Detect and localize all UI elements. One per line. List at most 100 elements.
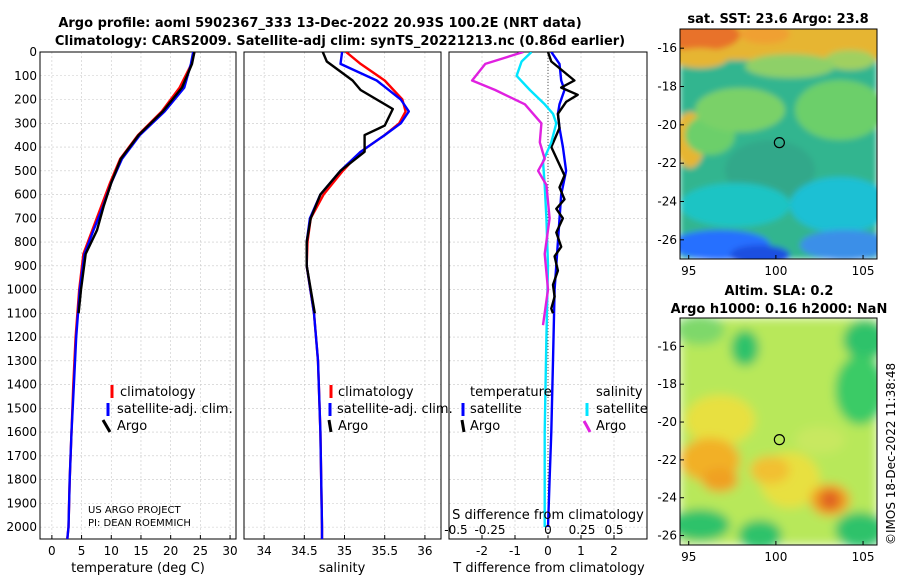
series-argo <box>77 52 196 314</box>
series-t-satellite <box>546 52 568 528</box>
map-y-tick-label: -24 <box>657 491 677 505</box>
depth-tick-label: 1700 <box>6 449 37 463</box>
title-line2: Climatology: CARS2009. Satellite-adj cli… <box>55 34 625 49</box>
title-line1: Argo profile: aoml 5902367_333 13-Dec-20… <box>58 16 581 31</box>
map-x-tick-label: 105 <box>852 550 875 564</box>
legend-argo: Argo <box>117 419 147 434</box>
x-tick-label: 35.5 <box>371 544 398 558</box>
s-tick: 0.25 <box>569 523 596 537</box>
temperature-axis-label: temperature (deg C) <box>71 561 205 576</box>
series-s-argo <box>470 52 551 326</box>
t-difference-axis-label: T difference from climatology <box>452 561 645 576</box>
map-y-tick-label: -26 <box>657 529 677 543</box>
map-x-tick-label: 95 <box>681 550 696 564</box>
map-y-tick-label: -24 <box>657 195 677 209</box>
depth-tick-label: 800 <box>14 235 37 249</box>
x-tick-label: 0 <box>48 544 56 558</box>
x-tick-label: 2 <box>610 544 618 558</box>
argo-float-marker-2 <box>773 434 785 446</box>
sla-map-axes: 95 100 105 -16 -18 -20 -22 -24 -26 <box>657 339 874 564</box>
depth-tick-label: 1600 <box>6 425 37 439</box>
sst-map-axes: 95 100 105 -16 -18 -20 -22 -24 -26 <box>657 41 874 278</box>
legend-argo-2: Argo <box>338 419 368 434</box>
depth-tick-label: 500 <box>14 164 37 178</box>
depth-tick-label: 1400 <box>6 378 37 392</box>
depth-tick-label: 700 <box>14 211 37 225</box>
legend-satellite-2: satellite-adj. clim. <box>337 402 453 417</box>
salinity-legend: climatology satellite-adj. clim. Argo <box>327 385 453 434</box>
x-tick-label: 36 <box>417 544 432 558</box>
x-tick-label: 30 <box>222 544 237 558</box>
temperature-panel: 0 5 10 15 20 25 300100200300400500600700800900… <box>6 45 237 558</box>
series-satellite-adj-clim- <box>305 52 410 539</box>
map-x-tick-label: 100 <box>764 550 787 564</box>
s-tick: 0.5 <box>604 523 623 537</box>
map-y-tick-label: -20 <box>657 118 677 132</box>
argo-float-marker <box>773 137 785 149</box>
legend-climatology: climatology <box>120 385 196 400</box>
map-y-tick-label: -26 <box>657 233 677 247</box>
salinity-panel: 34 34.5 35 35.5 36 <box>243 51 442 558</box>
x-tick-label: 10 <box>104 544 119 558</box>
x-tick-label: 34 <box>256 544 271 558</box>
legend-climatology-2: climatology <box>338 385 414 400</box>
sst-map-title: sat. SST: 23.6 Argo: 23.8 <box>687 12 868 27</box>
sla-field <box>680 318 877 545</box>
s-tick: -0.5 <box>444 523 467 537</box>
x-tick-label: 25 <box>193 544 208 558</box>
legend-s-argo: Argo <box>596 419 626 434</box>
series-satellite-adj-clim- <box>66 52 195 539</box>
panel-frame <box>243 51 442 540</box>
depth-tick-label: 1300 <box>6 354 37 368</box>
map-x-tick-label: 105 <box>852 264 875 278</box>
sst-map: 95 100 105 -16 -18 -20 -22 -24 -26 <box>657 28 878 278</box>
x-tick-label: -1 <box>509 544 521 558</box>
x-tick-label: 35 <box>337 544 352 558</box>
s-difference-axis-label: S difference from climatology <box>452 508 644 523</box>
sla-map: 95 100 105 -16 -18 -20 -22 -24 -26 <box>657 317 878 564</box>
depth-tick-label: 400 <box>14 140 37 154</box>
s-tick: -0.25 <box>474 523 505 537</box>
map-x-tick-label: 100 <box>764 264 787 278</box>
sst-field <box>680 29 877 259</box>
map-x-tick-label: 95 <box>681 264 696 278</box>
sla-map-title: Altim. SLA: 0.2 <box>725 284 834 299</box>
x-tick-label: 20 <box>163 544 178 558</box>
map-y-tick-label: -16 <box>657 339 677 353</box>
map-y-tick-label: -22 <box>657 453 677 467</box>
depth-tick-label: 200 <box>14 93 37 107</box>
map-y-tick-label: -22 <box>657 156 677 170</box>
depth-tick-label: 600 <box>14 188 37 202</box>
x-tick-label: 1 <box>577 544 585 558</box>
depth-tick-label: 1800 <box>6 473 37 487</box>
difference-panel: -2 -1 0 1 2 <box>448 51 648 558</box>
depth-tick-label: 300 <box>14 116 37 130</box>
s-difference-ticks: -0.5 -0.25 0 0.25 0.5 <box>444 523 623 537</box>
legend-satellite: satellite-adj. clim. <box>117 402 233 417</box>
legend-s-satellite: satellite <box>596 402 648 417</box>
map-y-tick-label: -18 <box>657 377 677 391</box>
pi-label: PI: DEAN ROEMMICH <box>88 518 191 529</box>
s-tick: 0 <box>544 523 552 537</box>
map-y-tick-label: -18 <box>657 80 677 94</box>
legend-t-argo: Argo <box>470 419 500 434</box>
legend-temperature-title: temperature <box>470 385 552 400</box>
depth-tick-label: 1500 <box>6 401 37 415</box>
series-argo <box>305 52 394 314</box>
salinity-axis-label: salinity <box>319 561 366 576</box>
depth-tick-label: 1000 <box>6 283 37 297</box>
series-t-argo <box>546 52 579 314</box>
panel-frame <box>39 51 237 540</box>
imos-stamp: ©IMOS 18-Dec-2022 11:38:48 <box>884 363 898 545</box>
depth-tick-label: 900 <box>14 259 37 273</box>
x-tick-label: 34.5 <box>291 544 318 558</box>
temperature-legend: climatology satellite-adj. clim. Argo <box>101 385 233 434</box>
map-y-tick-label: -16 <box>657 41 677 55</box>
depth-tick-label: 100 <box>14 69 37 83</box>
series-climatology <box>66 52 196 539</box>
series-s-satellite <box>515 52 558 528</box>
legend-salinity-title: salinity <box>596 385 643 400</box>
x-tick-label: 0 <box>544 544 552 558</box>
depth-tick-label: 1200 <box>6 330 37 344</box>
